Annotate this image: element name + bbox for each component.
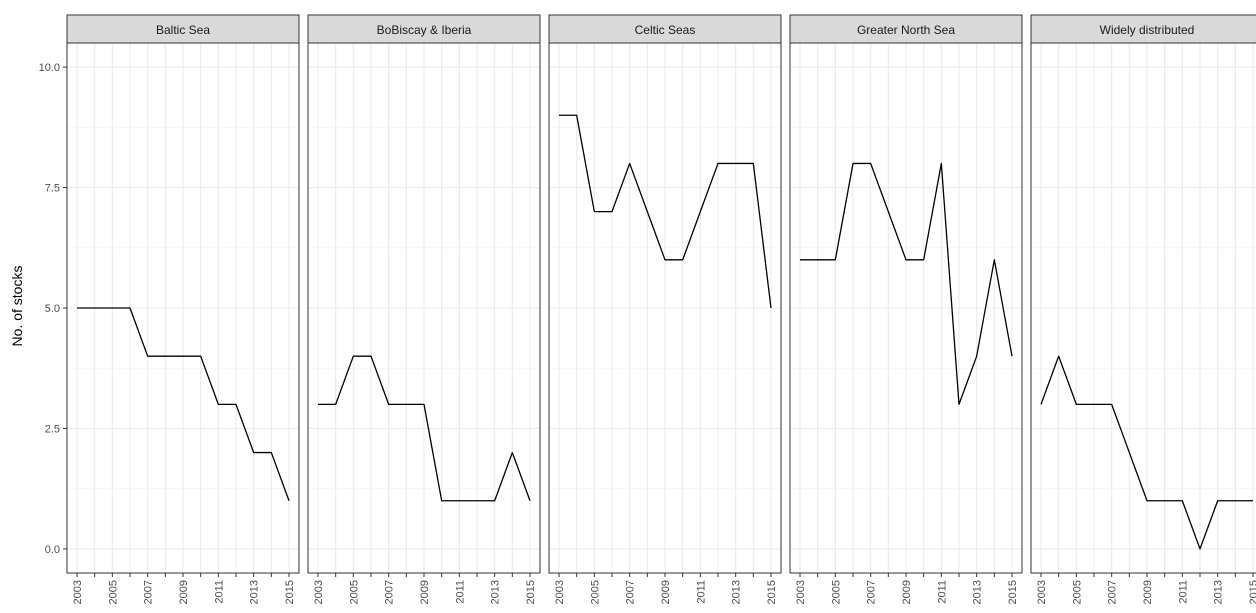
series-line bbox=[800, 162, 1013, 406]
x-tick-label: 2005 bbox=[1071, 580, 1083, 604]
facet-panel: BoBiscay & Iberia 2003 2005 2007 2009 2011 201… bbox=[307, 14, 541, 604]
x-tick-label: 2003 bbox=[72, 580, 84, 604]
facet-panel: Widely distributed 2003 2005 2007 2009 2011 20… bbox=[1030, 14, 1256, 604]
facet-strip-label: Baltic Sea bbox=[156, 23, 210, 37]
facet-strip-label: BoBiscay & Iberia bbox=[377, 23, 472, 37]
x-tick-label: 2003 bbox=[554, 580, 566, 604]
x-tick-label: 2009 bbox=[901, 580, 913, 604]
x-tick-label: 2005 bbox=[830, 580, 842, 604]
x-tick-label: 2003 bbox=[313, 580, 325, 604]
y-axis: 0.0 2.5 5.0 7.5 10.0 bbox=[39, 62, 67, 556]
facet-strip bbox=[66, 14, 300, 44]
facet-strip bbox=[548, 14, 782, 44]
x-tick-label: 2003 bbox=[1036, 580, 1048, 604]
facet-strip bbox=[307, 14, 541, 44]
x-tick-label: 2007 bbox=[384, 580, 396, 604]
x-tick-label: 2009 bbox=[660, 580, 672, 604]
x-tick-label: 2015 bbox=[525, 580, 537, 604]
facet-panel: Greater North Sea 2003 2005 2007 2009 2011 201… bbox=[789, 14, 1023, 604]
series-line bbox=[1040, 355, 1253, 550]
x-tick-label: 2011 bbox=[213, 580, 225, 604]
y-tick-label: 2.5 bbox=[45, 423, 60, 435]
x-tick-label: 2015 bbox=[1248, 580, 1256, 604]
x-tick-label: 2007 bbox=[625, 580, 637, 604]
x-tick-label: 2013 bbox=[731, 580, 743, 604]
x-tick-label: 2015 bbox=[284, 580, 296, 604]
y-tick-label: 5.0 bbox=[45, 303, 60, 315]
x-tick-label: 2007 bbox=[866, 580, 878, 604]
y-tick-label: 0.0 bbox=[45, 544, 60, 556]
x-tick-label: 2005 bbox=[107, 580, 119, 604]
x-tick-label: 2013 bbox=[490, 580, 502, 604]
x-tick-label: 2007 bbox=[143, 580, 155, 604]
x-tick-label: 2015 bbox=[1007, 580, 1019, 604]
x-tick-label: 2007 bbox=[1107, 580, 1119, 604]
x-tick-label: 2009 bbox=[1142, 580, 1154, 604]
x-tick-label: 2005 bbox=[589, 580, 601, 604]
y-tick-label: 7.5 bbox=[45, 183, 60, 195]
x-tick-label: 2013 bbox=[1213, 580, 1225, 604]
x-tick-label: 2011 bbox=[936, 580, 948, 604]
x-tick-label: 2011 bbox=[695, 580, 707, 604]
facet-strip-label: Widely distributed bbox=[1100, 23, 1195, 37]
series-line bbox=[559, 114, 772, 309]
y-tick-label: 10.0 bbox=[39, 62, 60, 74]
x-tick-label: 2009 bbox=[419, 580, 431, 604]
y-axis-title-group: No. of stocks bbox=[9, 266, 25, 347]
x-tick-label: 2015 bbox=[766, 580, 778, 604]
x-tick-label: 2003 bbox=[795, 580, 807, 604]
x-tick-label: 2011 bbox=[454, 580, 466, 604]
series-line bbox=[318, 355, 531, 502]
facet-strip-label: Celtic Seas bbox=[635, 23, 696, 37]
facet-panel: Baltic Sea 2003 2005 2007 2009 2011 2013 2015 bbox=[66, 14, 300, 604]
y-axis-title: No. of stocks bbox=[9, 266, 25, 347]
x-tick-label: 2005 bbox=[348, 580, 360, 604]
x-tick-label: 2013 bbox=[249, 580, 261, 604]
x-tick-label: 2011 bbox=[1177, 580, 1189, 604]
x-tick-label: 2013 bbox=[972, 580, 984, 604]
facet-panel: Celtic Seas 2003 2005 2007 2009 2011 2013 2015 bbox=[548, 14, 782, 604]
x-tick-label: 2009 bbox=[178, 580, 190, 604]
series-line bbox=[77, 307, 290, 501]
facet-strip bbox=[789, 14, 1023, 44]
facet-strip-label: Greater North Sea bbox=[857, 23, 955, 37]
